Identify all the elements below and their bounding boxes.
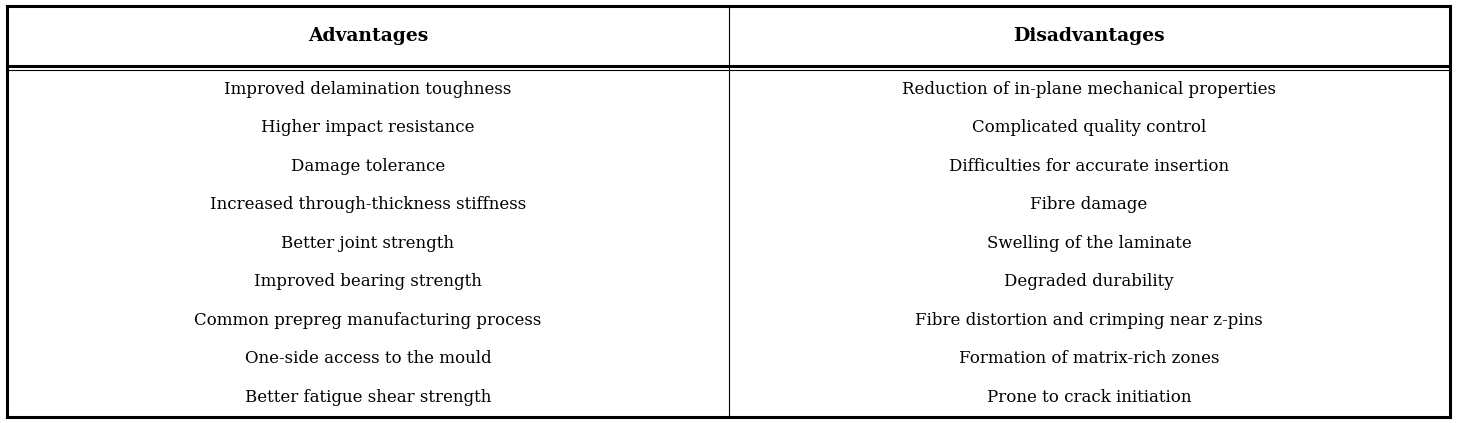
Text: Difficulties for accurate insertion: Difficulties for accurate insertion (949, 158, 1230, 175)
Text: Higher impact resistance: Higher impact resistance (261, 119, 475, 136)
Text: Fibre damage: Fibre damage (1030, 196, 1148, 213)
Text: Degraded durability: Degraded durability (1004, 273, 1174, 290)
Text: Fibre distortion and crimping near z-pins: Fibre distortion and crimping near z-pin… (915, 312, 1263, 329)
Text: Common prepreg manufacturing process: Common prepreg manufacturing process (194, 312, 542, 329)
Text: Formation of matrix-rich zones: Formation of matrix-rich zones (959, 350, 1220, 368)
Text: Reduction of in-plane mechanical properties: Reduction of in-plane mechanical propert… (902, 81, 1276, 98)
Text: Improved bearing strength: Improved bearing strength (254, 273, 482, 290)
Text: Improved delamination toughness: Improved delamination toughness (224, 81, 511, 98)
Text: Damage tolerance: Damage tolerance (291, 158, 444, 175)
Text: Better joint strength: Better joint strength (281, 235, 455, 252)
Text: One-side access to the mould: One-side access to the mould (245, 350, 491, 368)
Text: Prone to crack initiation: Prone to crack initiation (986, 389, 1192, 406)
Text: Advantages: Advantages (307, 27, 428, 45)
Text: Increased through-thickness stiffness: Increased through-thickness stiffness (210, 196, 526, 213)
Text: Complicated quality control: Complicated quality control (972, 119, 1206, 136)
Text: Swelling of the laminate: Swelling of the laminate (986, 235, 1192, 252)
Text: Better fatigue shear strength: Better fatigue shear strength (245, 389, 491, 406)
Text: Disadvantages: Disadvantages (1013, 27, 1166, 45)
